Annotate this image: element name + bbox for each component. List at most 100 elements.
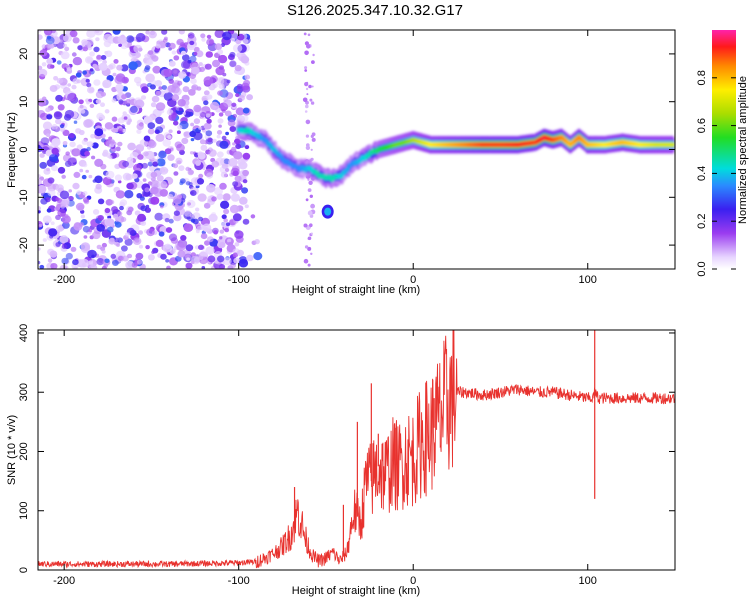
noise-speckle xyxy=(302,97,308,103)
noise-speckle xyxy=(38,206,41,211)
noise-speckle xyxy=(68,132,75,139)
noise-speckle xyxy=(187,32,195,39)
noise-speckle xyxy=(308,180,313,185)
noise-speckle xyxy=(143,67,150,73)
noise-speckle xyxy=(118,99,124,105)
noise-speckle xyxy=(95,99,102,104)
noise-speckle xyxy=(134,99,145,109)
noise-speckle xyxy=(76,79,81,84)
noise-speckle xyxy=(102,79,112,89)
noise-speckle xyxy=(152,161,158,167)
noise-speckle xyxy=(128,61,138,71)
noise-speckle xyxy=(311,60,315,64)
noise-speckle xyxy=(46,133,51,138)
noise-speckle xyxy=(51,124,58,130)
noise-speckle xyxy=(125,173,133,181)
noise-speckle xyxy=(235,93,240,98)
noise-speckle xyxy=(307,236,312,241)
noise-speckle xyxy=(38,178,42,185)
noise-speckle xyxy=(217,90,223,96)
noise-speckle xyxy=(92,179,97,183)
y-tick-label: -10 xyxy=(18,189,30,205)
noise-speckle xyxy=(71,52,77,57)
noise-speckle xyxy=(310,157,314,161)
noise-speckle xyxy=(181,137,189,145)
noise-speckle xyxy=(211,160,220,168)
noise-speckle xyxy=(59,190,70,200)
noise-speckle xyxy=(231,102,237,108)
noise-speckle xyxy=(38,174,41,178)
noise-speckle xyxy=(202,223,212,232)
noise-speckle xyxy=(104,207,111,214)
noise-speckle xyxy=(155,43,161,49)
noise-speckle xyxy=(136,123,144,130)
noise-speckle xyxy=(228,158,238,167)
noise-speckle xyxy=(303,258,309,264)
noise-speckle xyxy=(212,138,217,143)
noise-speckle xyxy=(140,205,147,212)
noise-speckle xyxy=(305,119,311,125)
noise-speckle xyxy=(98,62,108,71)
noise-speckle xyxy=(55,94,63,102)
noise-speckle xyxy=(158,150,167,159)
noise-speckle xyxy=(79,168,84,173)
noise-speckle xyxy=(55,214,61,220)
x-tick-label: -200 xyxy=(53,575,75,587)
noise-speckle xyxy=(242,218,250,225)
x-tick-label: 0 xyxy=(410,575,416,587)
noise-speckle xyxy=(305,134,309,138)
noise-speckle xyxy=(198,216,204,222)
noise-speckle xyxy=(207,137,213,143)
noise-speckle xyxy=(111,116,118,122)
noise-speckle xyxy=(232,181,239,187)
noise-speckle xyxy=(163,132,171,138)
noise-speckle xyxy=(198,62,203,67)
noise-speckle xyxy=(186,257,191,261)
noise-speckle xyxy=(208,39,214,45)
noise-speckle xyxy=(198,244,204,250)
noise-speckle xyxy=(40,137,50,146)
noise-speckle xyxy=(206,94,213,100)
noise-speckle xyxy=(235,107,245,116)
noise-speckle xyxy=(220,200,230,209)
noise-speckle xyxy=(137,213,146,222)
noise-speckle xyxy=(38,99,46,107)
noise-speckle xyxy=(177,99,186,107)
noise-speckle xyxy=(176,130,181,134)
noise-speckle xyxy=(218,124,222,128)
noise-speckle xyxy=(231,37,235,42)
noise-speckle xyxy=(163,68,173,77)
noise-speckle xyxy=(102,128,107,132)
noise-speckle xyxy=(183,131,191,139)
noise-speckle xyxy=(114,237,120,243)
noise-speckle xyxy=(305,104,309,109)
noise-speckle xyxy=(225,222,231,227)
noise-speckle xyxy=(177,194,183,200)
noise-speckle xyxy=(232,43,243,53)
noise-speckle xyxy=(143,151,149,157)
noise-speckle xyxy=(222,193,231,201)
noise-speckle xyxy=(136,193,143,199)
noise-speckle xyxy=(95,183,102,190)
colorbar: 0.0 0.2 0.4 0.6 0.8 Normalized spectral ampl… xyxy=(696,30,749,277)
noise-speckle xyxy=(82,197,90,203)
noise-speckle xyxy=(49,85,58,92)
noise-speckle xyxy=(124,190,134,199)
noise-speckle xyxy=(139,244,143,249)
noise-speckle xyxy=(215,77,225,86)
noise-speckle xyxy=(210,101,220,111)
noise-speckle xyxy=(96,54,102,60)
noise-speckle xyxy=(190,138,195,142)
noise-speckle xyxy=(174,80,178,84)
noise-speckle xyxy=(242,107,250,114)
noise-speckle xyxy=(63,43,67,48)
noise-speckle xyxy=(72,182,80,190)
noise-speckle xyxy=(232,213,242,222)
noise-speckle xyxy=(229,51,236,58)
noise-speckle xyxy=(227,119,236,127)
noise-speckle xyxy=(83,119,93,128)
noise-speckle xyxy=(104,109,110,114)
noise-speckle xyxy=(207,236,214,243)
noise-speckle xyxy=(173,210,180,216)
noise-speckle xyxy=(112,213,119,219)
